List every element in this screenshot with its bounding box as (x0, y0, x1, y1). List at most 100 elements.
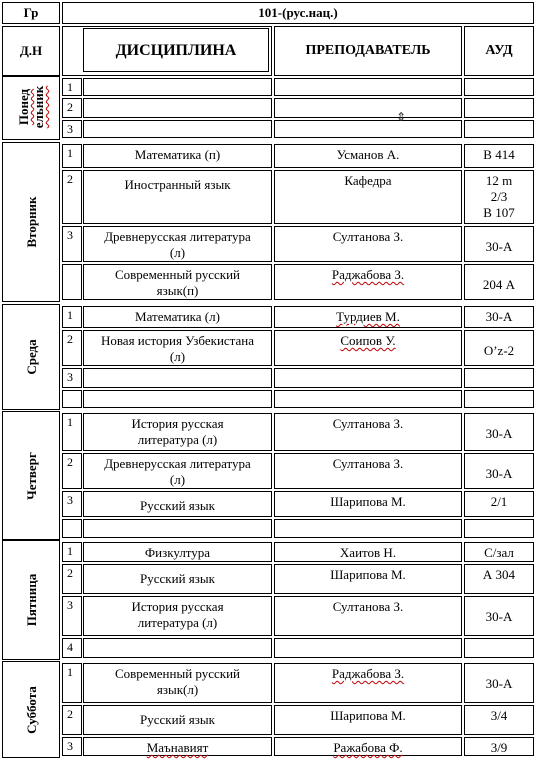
room-text: В 107 (483, 205, 515, 220)
discipline-text: Современный русский (114, 666, 241, 681)
day-cell: Среда (2, 304, 60, 410)
teacher-cell: Хаитов Н. (274, 542, 462, 562)
lesson-number: 3 (67, 228, 73, 242)
room-text: 2/3 (490, 189, 508, 204)
discipline-cell (83, 120, 272, 138)
teacher-cell: Султанова З. (274, 453, 462, 489)
discipline-cell: Древнерусская литература (л) (83, 226, 272, 262)
teacher-text: Шарипова М. (330, 567, 406, 582)
room-cell (464, 638, 534, 658)
discipline-text: Русский язык (140, 571, 215, 586)
room-cell: 2/1 (464, 491, 534, 517)
lesson-number-cell: 1 (62, 542, 82, 562)
teacher-cell (274, 638, 462, 658)
lesson-number-cell: 3 (62, 491, 82, 517)
discipline-text: Маънавият (146, 740, 209, 755)
discipline-text: язык(п) (156, 283, 199, 298)
teacher-cell: Усманов А. (274, 144, 462, 168)
teacher-text: Усманов А. (336, 147, 400, 162)
discipline-text: (л) (169, 349, 186, 364)
teacher-cell: Шарипова М. (274, 705, 462, 735)
discipline-cell: Русский язык (83, 564, 272, 594)
discipline-text: литература (л) (137, 432, 218, 447)
lesson-number: 3 (67, 370, 73, 384)
room-cell: 30-А (464, 596, 534, 636)
teacher-cell (274, 368, 462, 388)
lesson-number: 1 (67, 146, 73, 160)
teacher-cell: Султанова З. (274, 413, 462, 451)
discipline-cell: Новая история Узбекистана (л) (83, 330, 272, 366)
room-cell (464, 120, 534, 138)
teacher-cell (274, 78, 462, 96)
room-text: С/зал (484, 545, 514, 560)
discipline-cell: История русская литература (л) (83, 596, 272, 636)
teacher-cell: Шарипова М. (274, 491, 462, 517)
lesson-number: 2 (67, 707, 73, 721)
discipline-cell: Современный русский язык(л) (83, 663, 272, 703)
teacher-cell: Шарипова М. (274, 564, 462, 594)
lesson-number-cell: 2 (62, 705, 82, 735)
lesson-number-cell: 3 (62, 368, 82, 388)
room-cell: 3/4 (464, 705, 534, 735)
teacher-cell (274, 120, 462, 138)
teacher-cell: Раджабова З. (274, 264, 462, 300)
group-label: Гр (23, 5, 39, 20)
discipline-cell: Математика (л) (83, 306, 272, 328)
day-cell: Суббота (2, 661, 60, 758)
lesson-number-cell: 1 (62, 663, 82, 703)
discipline-cell: Русский язык (83, 705, 272, 735)
lesson-number-cell: 4 (62, 638, 82, 658)
teacher-cell: Ражабова Ф. (274, 737, 462, 756)
room-cell (464, 519, 534, 538)
room-text: 30-А (485, 676, 513, 691)
room-cell: 12 m 2/3 В 107 (464, 170, 534, 224)
room-text: 3/4 (490, 708, 508, 723)
teacher-text: Султанова З. (332, 599, 404, 614)
teacher-cell: Соипов У. (274, 330, 462, 366)
teacher-text: Раджабова З. (331, 666, 405, 681)
teacher-text: Соипов У. (340, 333, 396, 348)
room-cell: O’z-2 (464, 330, 534, 366)
lesson-number: 1 (67, 544, 73, 558)
day-label: Пятница (24, 573, 39, 627)
discipline-cell (83, 390, 272, 408)
room-text: А 304 (482, 567, 516, 582)
room-col-label: АУД (485, 43, 513, 58)
room-text: 30-А (485, 466, 513, 481)
lesson-number-cell: 3 (62, 737, 82, 756)
lesson-number-cell: 2 (62, 98, 82, 118)
lesson-number-cell: 3 (62, 226, 82, 262)
lesson-number-cell: 2 (62, 170, 82, 224)
discipline-cell: Маънавият (83, 737, 272, 756)
day-cell: Четверг (2, 411, 60, 540)
teacher-text: Ражабова Ф. (333, 740, 403, 755)
day-label: Четверг (24, 451, 39, 500)
teacher-cell (274, 98, 462, 118)
discipline-cell: Иностранный язык (83, 170, 272, 224)
room-text: O’z-2 (483, 343, 515, 358)
room-text: 30-А (485, 309, 513, 324)
day-cell: Пятница (2, 540, 60, 660)
teacher-text: Султанова З. (332, 456, 404, 471)
room-text: 30-А (485, 426, 513, 441)
teacher-text: Кафедра (344, 173, 392, 188)
teacher-text: Шарипова М. (330, 494, 406, 509)
discipline-text: (л) (169, 472, 186, 487)
day-col-label: Д.Н (19, 43, 43, 58)
teacher-col-header: ПРЕПОДАВАТЕЛЬ (274, 26, 462, 76)
lesson-number: 2 (67, 172, 73, 186)
lesson-number-cell: 1 (62, 144, 82, 168)
lesson-number: 2 (67, 566, 73, 580)
lesson-number-cell (62, 390, 82, 408)
day-col-header: Д.Н (2, 26, 60, 76)
teacher-cell: Кафедра (274, 170, 462, 224)
discipline-text: Иностранный язык (124, 177, 231, 192)
discipline-cell: Древнерусская литература (л) (83, 453, 272, 489)
room-text: 204 А (482, 277, 516, 292)
resize-cursor-icon: ⇕ (396, 110, 407, 124)
lesson-number: 1 (67, 80, 73, 94)
discipline-cell (83, 78, 272, 96)
lesson-number-cell (62, 519, 82, 538)
room-cell: 3/9 (464, 737, 534, 756)
lesson-number: 2 (67, 455, 73, 469)
